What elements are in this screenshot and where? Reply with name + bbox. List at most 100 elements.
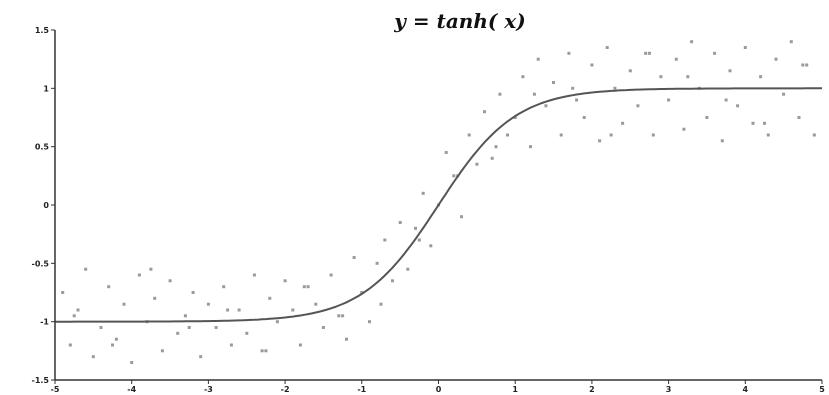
scatter-point [789, 40, 793, 44]
scatter-point [483, 110, 486, 114]
scatter-point [766, 133, 770, 137]
scatter-point [452, 174, 456, 178]
scatter-point [68, 343, 72, 347]
x-tick-label: -3 [204, 385, 213, 394]
scatter-point [590, 63, 594, 67]
scatter-point [199, 355, 203, 359]
scatter-point [559, 133, 563, 137]
scatter-point [686, 75, 690, 79]
y-tick-label: -0.5 [32, 259, 50, 268]
scatter-point [713, 51, 717, 55]
scatter-point [705, 116, 709, 119]
scatter-point [506, 133, 509, 137]
scatter-point [183, 314, 187, 318]
scatter-point [72, 314, 76, 318]
scatter-point [782, 92, 786, 96]
scatter-point [291, 308, 295, 312]
scatter-point [329, 273, 333, 277]
scatter-point [302, 285, 306, 289]
scatter-point [724, 98, 728, 102]
scatter-point [797, 116, 801, 119]
scatter-point [187, 326, 191, 329]
scatter-point [237, 308, 241, 312]
scatter-point [552, 81, 555, 84]
scatter-point [122, 302, 126, 306]
scatter-point [283, 279, 287, 283]
scatter-point [76, 308, 80, 312]
scatter-point [571, 86, 575, 90]
scatter-point [352, 256, 356, 259]
scatter-point [690, 40, 694, 44]
scatter-point [636, 104, 640, 108]
scatter-point [567, 51, 571, 55]
x-tick-label: 0 [436, 385, 442, 394]
scatter-point [751, 121, 755, 125]
scatter-point [421, 191, 425, 195]
scatter-point [651, 133, 655, 137]
scatter-point [275, 320, 279, 324]
scatter-point [805, 63, 809, 67]
scatter-point [368, 320, 371, 324]
x-tick-label: -4 [127, 385, 136, 394]
x-tick-label: 2 [589, 385, 595, 394]
scatter-point [521, 75, 525, 79]
x-ticks: -5 -4 -3 -2 -1 0 1 2 3 4 5 [51, 380, 825, 394]
y-tick-label: 1 [43, 84, 49, 93]
scatter-point [759, 75, 763, 79]
tanh-curve [55, 87, 822, 323]
scatter-point [613, 86, 617, 90]
scatter-point [111, 343, 114, 347]
scatter-point [674, 57, 678, 61]
scatter-point [460, 215, 463, 219]
scatter-point [222, 285, 226, 289]
scatter-point [667, 98, 671, 102]
scatter-point [682, 127, 686, 131]
scatter-point [379, 302, 383, 306]
scatter-point [268, 296, 272, 300]
scatter-point [498, 92, 502, 96]
y-ticks: -1.5 -1 -0.5 0 0.5 1 1.5 [32, 26, 55, 385]
scatter-point [609, 133, 613, 137]
y-tick-label: 0 [43, 201, 49, 210]
x-tick-label: 4 [743, 385, 749, 394]
scatter-point [812, 133, 816, 137]
scatter-point [621, 121, 625, 125]
y-tick-label: 1.5 [35, 26, 50, 35]
scatter-point [383, 238, 387, 242]
scatter-point [341, 314, 345, 318]
scatter-point [582, 116, 586, 119]
scatter-point [801, 63, 805, 67]
scatter-point [513, 116, 517, 119]
scatter-point [532, 92, 536, 96]
scatter-point [61, 291, 65, 294]
scatter-point [605, 46, 609, 49]
scatter-point [153, 296, 157, 300]
scatter-point [494, 145, 498, 149]
scatter-point [444, 151, 448, 154]
scatter-point [245, 331, 249, 335]
scatter-point [260, 349, 264, 353]
scatter-point [644, 51, 648, 55]
scatter-point [149, 267, 153, 271]
y-tick-label: -1.5 [32, 376, 50, 385]
scatter-point [114, 337, 118, 341]
scatter-point [391, 279, 394, 283]
scatter-point [544, 104, 548, 108]
scatter-point [575, 98, 579, 102]
scatter-point [598, 139, 602, 143]
scatter-point [306, 285, 310, 289]
scatter-point [176, 331, 180, 335]
scatter-points [61, 40, 816, 364]
x-tick-label: 1 [512, 385, 518, 394]
scatter-point [84, 267, 88, 271]
scatter-point [298, 343, 302, 347]
scatter-point [536, 57, 540, 61]
scatter-point [429, 244, 433, 248]
scatter-point [321, 326, 325, 329]
scatter-point [99, 326, 103, 329]
scatter-point [467, 133, 471, 137]
scatter-point [191, 291, 195, 294]
scatter-point [160, 349, 164, 353]
scatter-point [417, 238, 421, 242]
